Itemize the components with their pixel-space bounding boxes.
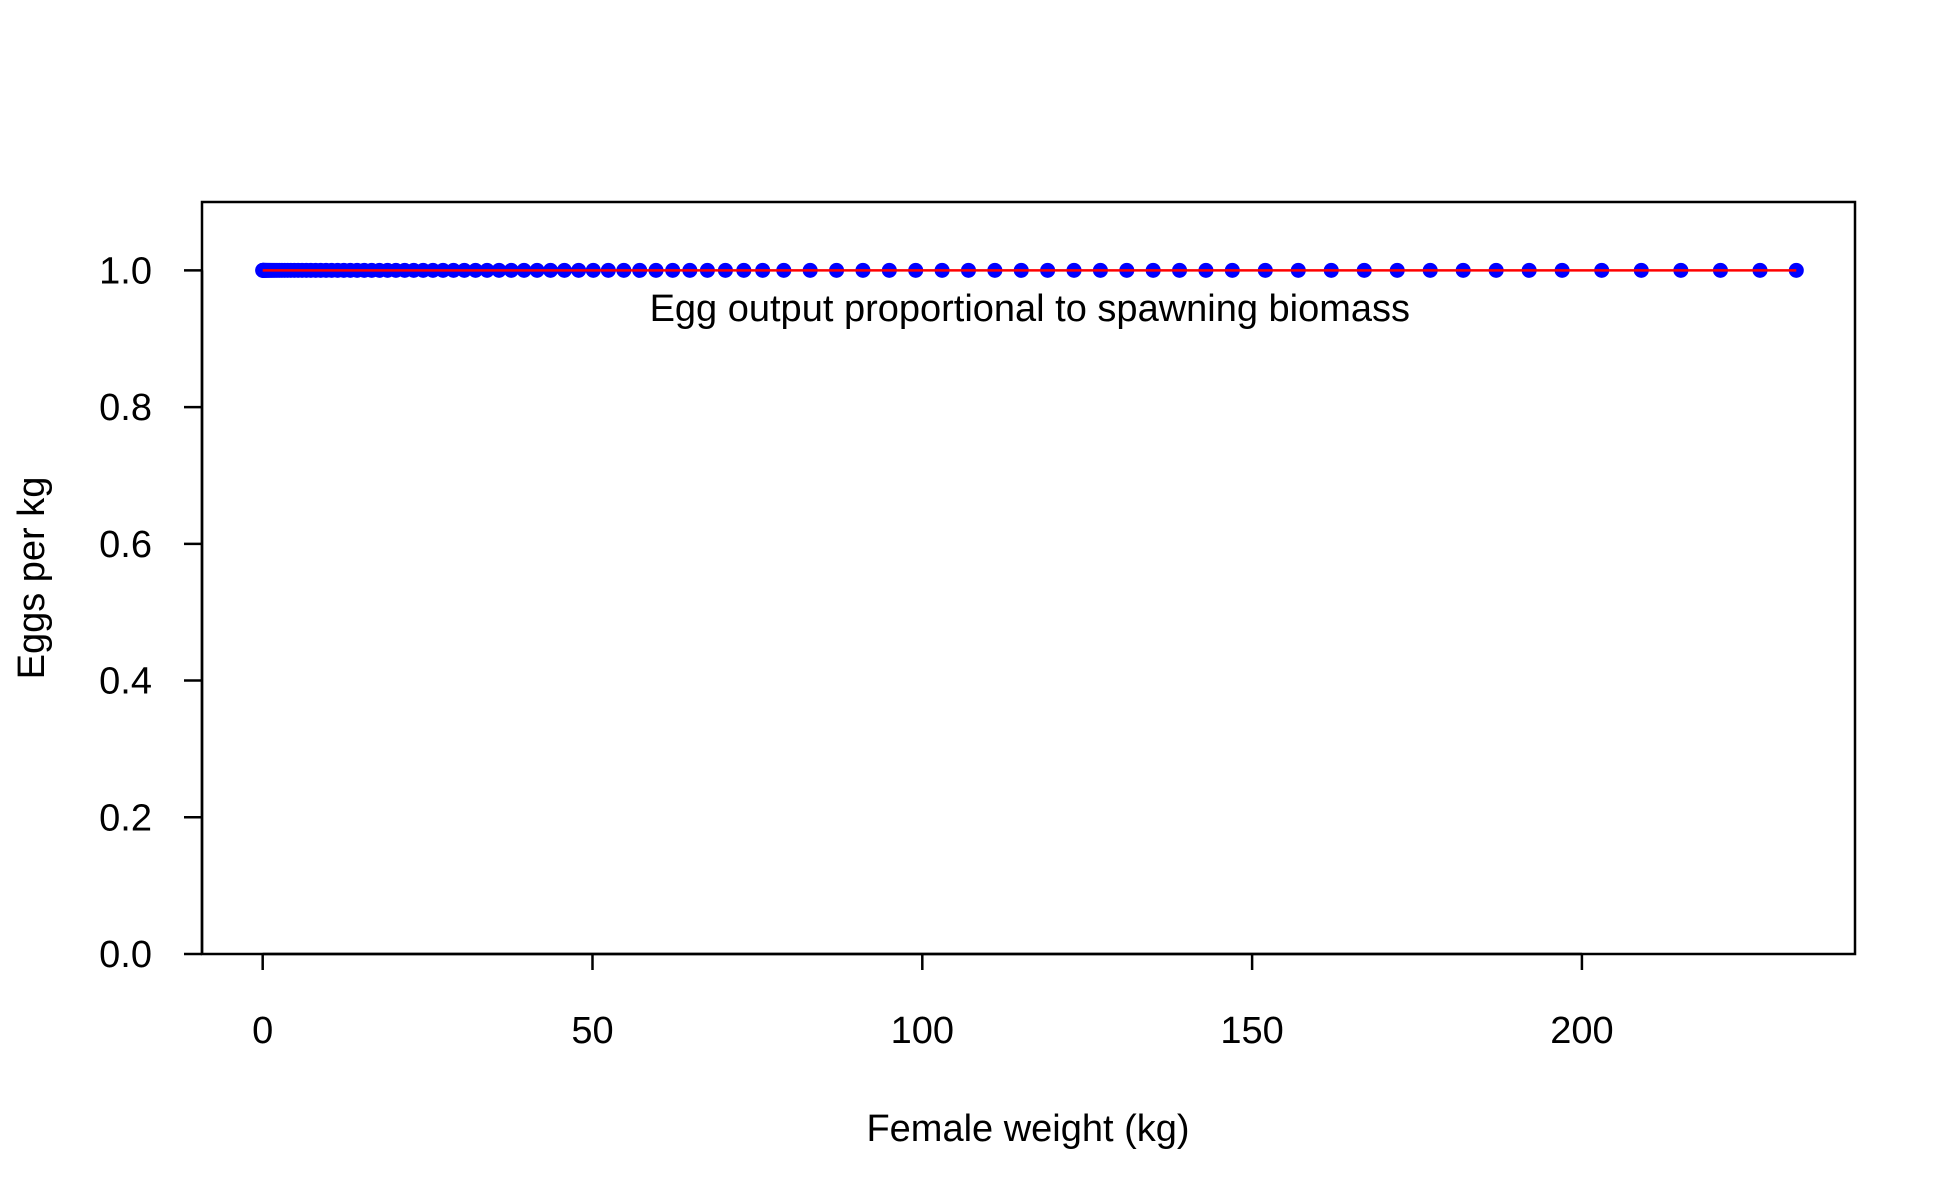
chart-annotation: Egg output proportional to spawning biom… [650,288,1410,330]
y-axis-label: Eggs per kg [11,477,53,680]
y-tick-label: 0.8 [99,387,152,429]
y-tick-label: 0.0 [99,934,152,976]
x-axis-label: Female weight (kg) [866,1108,1189,1150]
y-tick-label: 0.2 [99,797,152,839]
x-tick-label: 200 [1550,1010,1613,1052]
y-axis: 0.0 0.2 0.4 0.6 0.8 1.0 [99,250,204,976]
x-tick-label: 150 [1220,1010,1283,1052]
y-tick-label: 0.6 [99,524,152,566]
x-tick-label: 0 [252,1010,273,1052]
x-axis: 0 50 100 150 200 [252,952,1614,1052]
y-tick-label: 0.4 [99,661,152,703]
x-tick-label: 100 [891,1010,954,1052]
x-tick-label: 50 [571,1010,613,1052]
y-tick-label: 1.0 [99,250,152,292]
